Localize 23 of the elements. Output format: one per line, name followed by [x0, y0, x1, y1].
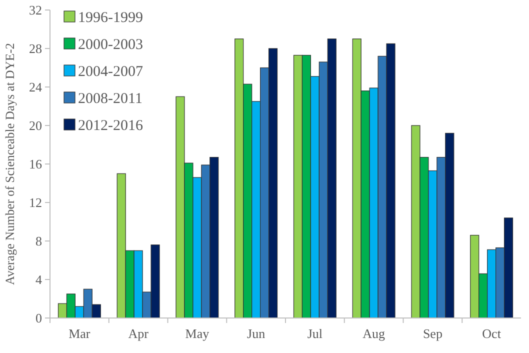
- x-tick-label: Mar: [68, 326, 91, 341]
- legend-label: 2012-2016: [78, 118, 144, 134]
- y-tick-label: 32: [29, 2, 42, 18]
- legend-label: 2008-2011: [78, 91, 142, 107]
- y-tick-label: 20: [29, 118, 42, 134]
- y-tick-label: 24: [29, 80, 42, 95]
- x-tick-label: Apr: [128, 326, 150, 341]
- y-axis-title: Average Number of Scienceable Days at DYE-2: [3, 42, 17, 286]
- y-tick-label: 16: [29, 156, 42, 172]
- legend-label: 1996-1999: [78, 10, 143, 26]
- y-tick-label: 4: [36, 272, 42, 288]
- y-tick-label: 28: [29, 41, 42, 56]
- x-tick-label: Aug: [362, 326, 386, 341]
- y-tick-label: 0: [36, 310, 42, 326]
- y-tick-label: 12: [29, 195, 42, 210]
- x-tick-label: May: [185, 326, 210, 341]
- x-tick-label: Sep: [422, 326, 442, 341]
- x-tick-label: Jun: [247, 326, 266, 341]
- y-tick-label: 8: [36, 234, 42, 249]
- legend-label: 2000-2003: [78, 37, 143, 53]
- legend-label: 2004-2007: [78, 64, 144, 80]
- x-tick-label: Jul: [307, 326, 323, 341]
- x-tick-label: Oct: [482, 326, 502, 341]
